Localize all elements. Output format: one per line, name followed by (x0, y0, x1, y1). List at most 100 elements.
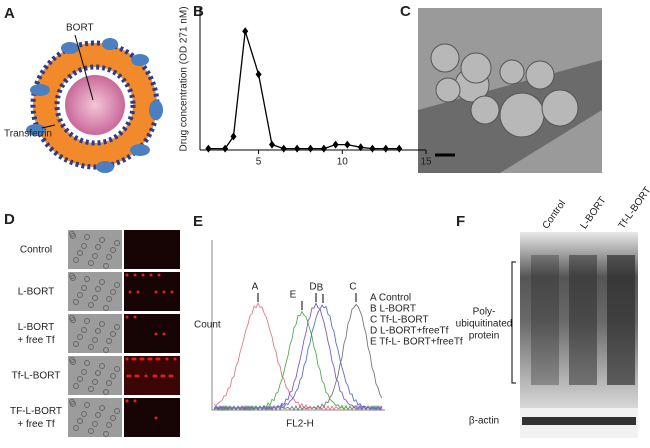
cell (70, 317, 76, 323)
cell (77, 292, 83, 298)
x-tick-label: 10 (337, 157, 349, 168)
point (396, 144, 403, 153)
cell (110, 373, 116, 379)
cell (103, 347, 109, 353)
lane-smear (569, 255, 597, 385)
lane-label: Tf-L-BORT (617, 185, 650, 231)
cell (114, 282, 120, 288)
cell (84, 234, 90, 240)
cell (70, 359, 76, 365)
cell (95, 244, 101, 250)
cell (81, 411, 87, 417)
cell (84, 360, 90, 366)
signal (154, 416, 158, 420)
cell (99, 363, 105, 369)
cell (106, 380, 112, 386)
brightfield-image (68, 398, 122, 437)
cell (95, 328, 101, 334)
signal (125, 315, 129, 319)
panel-label: A (4, 5, 15, 22)
fluorescence-image (124, 398, 180, 437)
cell (103, 263, 109, 269)
data-line (208, 31, 400, 150)
cell (70, 275, 76, 281)
band-label: ubiquitinated (456, 319, 513, 330)
signal (155, 357, 159, 361)
cell (81, 369, 87, 375)
cell (110, 289, 116, 295)
cell (114, 240, 120, 246)
signal (128, 290, 132, 294)
lane-label: Control (541, 199, 569, 232)
signal (157, 273, 161, 277)
signal (173, 357, 177, 361)
signal (141, 273, 145, 277)
point (382, 144, 389, 153)
cell (77, 376, 83, 382)
row-label: L-BORT (18, 287, 55, 298)
cell (110, 331, 116, 337)
panel-label: E (193, 213, 203, 230)
legend-entry: D L-BORT+freeTf (370, 326, 449, 337)
cell (92, 379, 98, 385)
signal (165, 357, 169, 361)
x-axis-label: FL2-H (286, 419, 314, 430)
legend-entry: A Control (370, 293, 411, 304)
brightfield-image (68, 272, 122, 311)
signal (133, 315, 137, 319)
cell (106, 254, 112, 260)
cell (95, 370, 101, 376)
legend-entry: B L-BORT (370, 304, 416, 315)
signal (154, 332, 158, 336)
legend-entry: C Tf-L-BORT (370, 315, 429, 326)
lane-smear (607, 255, 635, 385)
row-label: Tf-L-BORT (12, 371, 61, 382)
histogram-curve (213, 310, 383, 411)
panel-f: Control L-BORT Tf-L-BORT Poly-ubiquitinated… (456, 185, 650, 438)
point (369, 144, 376, 153)
cell (81, 327, 87, 333)
cell (73, 257, 79, 263)
row-label: L-BORT (18, 322, 55, 333)
cell (73, 383, 79, 389)
row-label: Control (20, 245, 52, 256)
cell (106, 338, 112, 344)
point (294, 144, 301, 153)
cell (92, 253, 98, 259)
row-label: TF-L-BORT (10, 406, 62, 417)
cell (103, 305, 109, 311)
signal (131, 357, 135, 361)
peak-label: B (317, 283, 324, 294)
histogram-curve (213, 304, 383, 411)
signal (126, 374, 130, 378)
point (268, 140, 275, 149)
actin-band (522, 417, 636, 425)
lane-label: L-BORT (579, 195, 609, 231)
cell (81, 243, 87, 249)
brightfield-image (68, 314, 122, 353)
pointer (41, 124, 56, 129)
cell (73, 299, 79, 305)
cell (106, 296, 112, 302)
signal (160, 374, 164, 378)
panel-label: C (400, 3, 411, 20)
signal (152, 374, 156, 378)
axes (211, 240, 385, 411)
label-bort: BORT (66, 23, 94, 34)
cell (110, 415, 116, 421)
fluorescence-image (124, 314, 180, 353)
point (280, 144, 287, 153)
cell (88, 428, 94, 434)
cell (114, 408, 120, 414)
point (205, 144, 212, 153)
band-label: protein (469, 331, 500, 342)
row-label: + free Tf (17, 335, 55, 346)
cell (81, 285, 87, 291)
signal (154, 290, 158, 294)
panel-c (418, 8, 602, 173)
signal (170, 290, 174, 294)
cell (95, 412, 101, 418)
cell (99, 321, 105, 327)
y-axis-label: Count (194, 320, 221, 331)
signal (125, 399, 129, 403)
